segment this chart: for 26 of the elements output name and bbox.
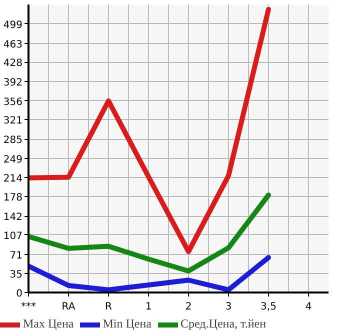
y-tick-label: 214 [3,173,23,184]
y-tick-label: 321 [3,116,23,127]
x-tick-label: 4 [305,302,312,312]
y-tick-label: 428 [3,58,23,70]
y-tick-label: 71 [10,250,23,262]
x-tick-label: RA [62,302,76,312]
y-tick-label: 285 [3,135,23,146]
x-tick-label: R [105,302,112,312]
y-tick-label: 178 [3,192,23,204]
y-tick-label: 249 [3,154,23,166]
legend-label: Min Цена [102,316,152,332]
legend-label: Max Цена [23,316,74,332]
y-tick-label: 392 [3,77,23,88]
y-tick-label: 356 [3,96,23,108]
x-tick-label: 2 [185,302,192,312]
x-tick-label: *** [21,302,36,312]
legend-label: Сред.Цена, т.йен [180,316,266,332]
y-tick-label: 107 [3,230,23,242]
y-tick-label: 142 [3,212,23,224]
x-tick-label: 1 [145,302,152,312]
y-tick-label: 0 [16,288,23,300]
x-tick-label: 3 [225,302,232,312]
y-tick-label: 499 [3,20,23,31]
x-tick-label: 3,5 [260,302,276,312]
y-tick-label: 35 [10,270,23,281]
y-tick-label: 463 [3,39,23,50]
